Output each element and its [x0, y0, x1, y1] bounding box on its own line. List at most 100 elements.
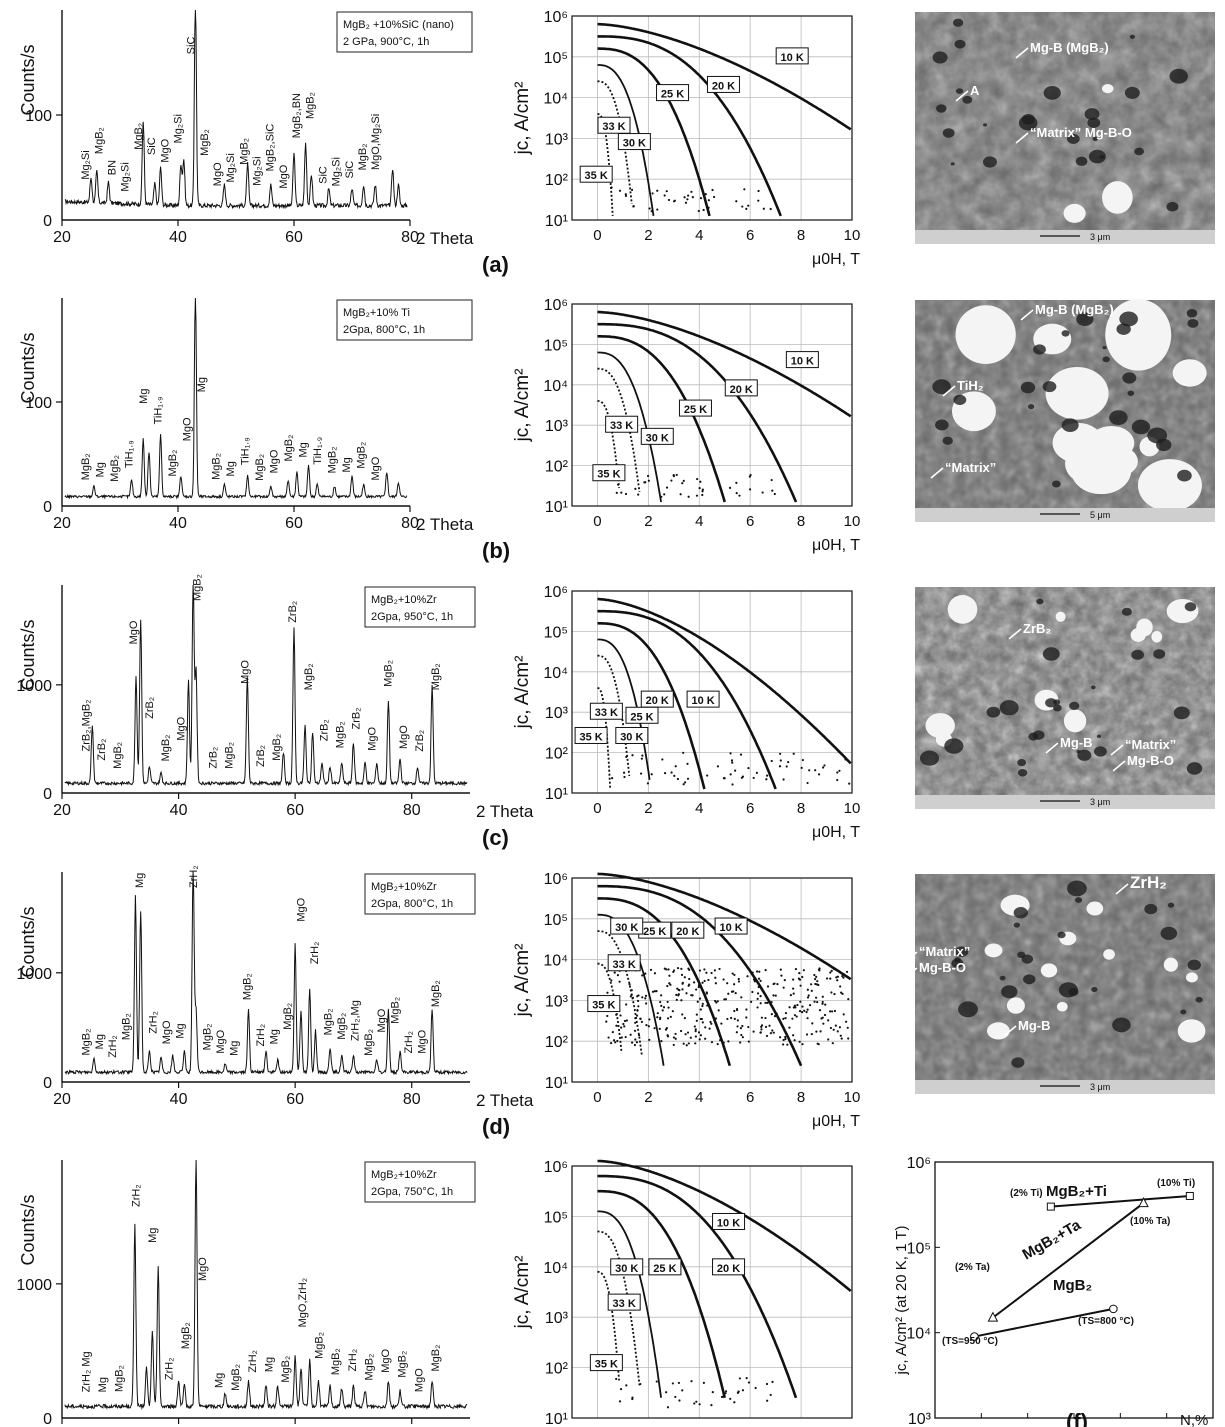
sem-pore — [1061, 418, 1079, 433]
peak-label: MgB₂,BN — [291, 93, 303, 138]
data-point — [747, 1381, 751, 1384]
data-point — [736, 1391, 740, 1394]
series-label: MgB₂ — [1053, 1277, 1092, 1294]
data-point — [606, 1014, 609, 1018]
sem-pore — [1144, 903, 1158, 915]
sem-pore — [1001, 985, 1018, 999]
y-tick-label: 10⁶ — [544, 9, 568, 26]
data-point — [620, 1036, 623, 1039]
sem-pore — [1122, 372, 1137, 384]
sem-pore — [1131, 419, 1151, 435]
data-point — [808, 1004, 812, 1007]
data-point — [624, 492, 628, 496]
data-point — [663, 493, 666, 496]
sem-label: “Matrix” — [1125, 737, 1176, 752]
data-point — [715, 1001, 718, 1004]
data-point — [699, 1008, 702, 1011]
data-point — [636, 995, 639, 998]
sem-particle — [1177, 1019, 1206, 1043]
data-point — [782, 1017, 785, 1021]
data-point — [756, 992, 760, 995]
sem-pore — [1127, 390, 1135, 396]
data-point — [817, 773, 821, 776]
data-point — [616, 1039, 619, 1043]
x-tick-label: 80 — [403, 1091, 421, 1108]
data-point — [816, 980, 819, 983]
data-point — [827, 1019, 830, 1022]
jc-curve — [597, 334, 726, 503]
data-point — [745, 1016, 748, 1019]
data-point — [681, 982, 684, 985]
data-point — [665, 1027, 668, 1030]
point-label: (TS=800 °C) — [1078, 1316, 1134, 1327]
sem-particle — [1137, 459, 1202, 512]
data-point — [829, 1026, 833, 1030]
data-point — [707, 978, 710, 982]
sem-pore — [1187, 959, 1201, 971]
data-point — [656, 208, 659, 211]
sem-pore — [1092, 136, 1098, 141]
sem-pore — [1134, 147, 1144, 156]
data-point — [736, 1019, 739, 1022]
sem-particle — [1063, 203, 1086, 223]
data-point — [623, 1025, 626, 1028]
sem-pore — [955, 88, 964, 95]
jc-curve — [597, 597, 852, 765]
peak-label: MgB₂ — [303, 663, 315, 690]
panel-f-chart: 0 2 4 6 8 10 12 10³ 10⁴ 10⁵ 10⁶ jc, A/cm² (at 20 K,… — [893, 1155, 1221, 1427]
data-point — [644, 997, 647, 1000]
point-label: (TS=950 °C) — [942, 1336, 998, 1347]
sem-pore — [1069, 701, 1080, 710]
y-axis-label: jc, A/cm² — [512, 1256, 533, 1330]
data-point — [719, 1038, 722, 1042]
data-point — [644, 972, 647, 975]
data-point — [821, 1000, 824, 1004]
y-tick-label: 10⁶ — [544, 584, 568, 601]
data-point — [659, 1000, 662, 1004]
data-point — [701, 1021, 704, 1024]
peak-label: ZrH₂ — [130, 1184, 142, 1207]
data-point — [824, 1003, 827, 1006]
data-point — [647, 479, 650, 482]
data-point — [698, 487, 701, 490]
sem-label: A — [970, 83, 980, 98]
sem-texture — [915, 587, 1215, 809]
jc-curve — [597, 1189, 726, 1399]
curve-label-box — [589, 702, 623, 720]
sem-pore — [958, 1001, 978, 1018]
data-point — [741, 205, 744, 208]
data-point — [701, 490, 704, 493]
peak-label: MgO — [182, 417, 194, 441]
data-point — [842, 976, 845, 979]
data-point — [648, 1018, 651, 1021]
xrd-pattern — [64, 871, 468, 1076]
data-point — [665, 1391, 668, 1394]
x-axis-label: μ0H, T — [812, 824, 860, 841]
peak-label: ZrH₂ — [148, 1011, 160, 1034]
sem-pore — [1166, 201, 1179, 212]
data-point — [738, 494, 741, 497]
peak-label: MgB₂ — [280, 1356, 292, 1383]
data-point — [798, 972, 801, 975]
jc-curve — [597, 367, 641, 493]
sem-pore — [1160, 926, 1178, 940]
jc-curve — [597, 654, 631, 777]
curve-label-box — [587, 995, 621, 1013]
data-point — [734, 992, 737, 995]
legend-box — [336, 11, 473, 53]
data-point — [805, 1010, 808, 1014]
data-point — [841, 992, 844, 995]
data-point — [683, 976, 686, 979]
peak-label: Mg — [263, 1357, 275, 1372]
data-point — [681, 1013, 684, 1016]
sem-particle — [947, 594, 978, 624]
data-point — [836, 1030, 839, 1033]
data-point — [701, 1004, 704, 1008]
peak-label: ZrH₂ — [188, 865, 200, 888]
peak-label: MgB₂ — [327, 446, 339, 473]
data-point — [674, 1037, 677, 1040]
data-point — [681, 988, 684, 991]
peak-label: MgO — [417, 1029, 429, 1053]
